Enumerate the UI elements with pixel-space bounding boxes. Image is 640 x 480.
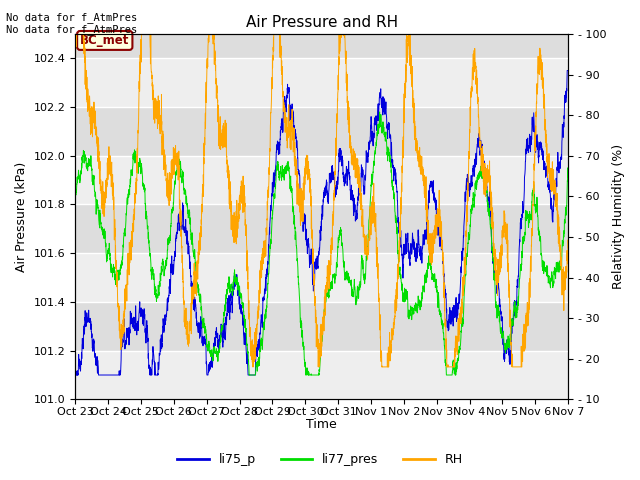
- Bar: [75, 58, 568, 107]
- Y-axis label: Air Pressure (kPa): Air Pressure (kPa): [15, 162, 28, 272]
- Bar: [75, 156, 568, 204]
- Text: No data for f_AtmPres: No data for f_AtmPres: [6, 12, 138, 23]
- Title: Air Pressure and RH: Air Pressure and RH: [246, 15, 397, 30]
- Legend: li75_p, li77_pres, RH: li75_p, li77_pres, RH: [172, 448, 468, 471]
- Text: BC_met: BC_met: [80, 34, 129, 47]
- Text: No data for f_AtmPres: No data for f_AtmPres: [6, 24, 138, 35]
- X-axis label: Time: Time: [307, 419, 337, 432]
- Bar: [75, 351, 568, 399]
- Bar: [75, 253, 568, 302]
- Y-axis label: Relativity Humidity (%): Relativity Humidity (%): [612, 144, 625, 289]
